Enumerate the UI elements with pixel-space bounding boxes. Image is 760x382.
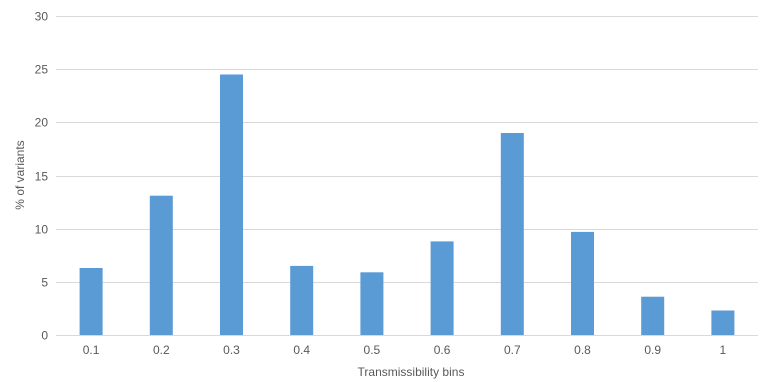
x-tick-label: 1 <box>720 343 727 357</box>
x-tick-label: 0.3 <box>223 343 240 357</box>
bar-0.7 <box>500 133 524 335</box>
y-tick-label: 20 <box>35 116 49 130</box>
x-tick-labels: 0.1 0.2 0.3 0.4 0.5 0.6 0.7 0.8 0.9 1 <box>83 343 727 357</box>
x-tick-label: 0.5 <box>364 343 381 357</box>
x-tick-label: 0.9 <box>644 343 661 357</box>
x-tick-label: 0.7 <box>504 343 521 357</box>
bar-0.3 <box>220 74 243 335</box>
y-tick-label: 5 <box>41 276 48 290</box>
bar-0.8 <box>571 231 594 335</box>
bar-0.2 <box>149 195 173 335</box>
bar-0.9 <box>641 296 665 335</box>
grid-layer <box>56 16 758 336</box>
bar-0.5 <box>360 272 384 335</box>
x-tick-label: 0.8 <box>574 343 591 357</box>
x-tick-label: 0.1 <box>83 343 100 357</box>
bar-0.1 <box>79 268 103 335</box>
y-tick-label: 10 <box>35 223 49 237</box>
y-tick-labels: 0 5 10 15 20 25 30 <box>35 10 49 343</box>
y-axis-title: % of variants <box>13 140 27 209</box>
bar-0.4 <box>290 265 314 335</box>
bar-layer <box>79 74 735 335</box>
y-tick-label: 15 <box>35 170 49 184</box>
x-tick-label: 0.2 <box>153 343 170 357</box>
x-tick-label: 0.4 <box>293 343 310 357</box>
bar-0.6 <box>430 241 454 335</box>
y-tick-label: 0 <box>41 329 48 343</box>
bar-1 <box>711 310 735 335</box>
y-tick-label: 30 <box>35 10 49 24</box>
y-tick-label: 25 <box>35 63 49 77</box>
x-tick-label: 0.6 <box>434 343 451 357</box>
x-axis-title: Transmissibility bins <box>358 365 465 379</box>
